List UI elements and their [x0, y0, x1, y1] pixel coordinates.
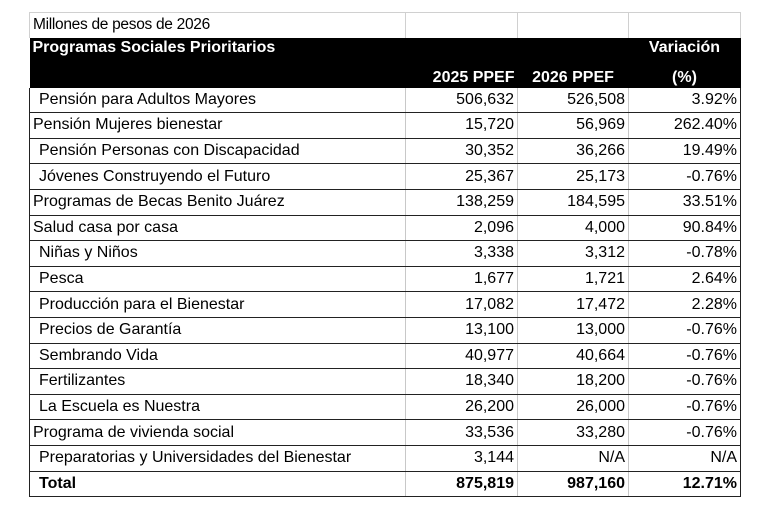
- header-variation-line1: Variación: [628, 37, 741, 63]
- table-row: Fertilizantes 18,340 18,200 -0.76%: [29, 368, 741, 395]
- value-2025: 2,096: [405, 215, 518, 242]
- header-program: Programas Sociales Prioritarios: [29, 37, 406, 63]
- empty-cell: [628, 11, 741, 38]
- value-2025: 506,632: [405, 87, 518, 114]
- units-label: Millones de pesos de 2026: [29, 11, 406, 38]
- value-2026: N/A: [517, 445, 629, 472]
- variation: 2.64%: [628, 266, 741, 293]
- table-row: Pesca 1,677 1,721 2.64%: [29, 266, 741, 293]
- table-row: Jóvenes Construyendo el Futuro 25,367 25,1…: [29, 163, 741, 190]
- total-variation: 12.71%: [628, 471, 741, 498]
- value-2026: 184,595: [517, 189, 629, 216]
- value-2026: 17,472: [517, 291, 629, 318]
- value-2026: 33,280: [517, 419, 629, 446]
- table-row: Programa de vivienda social 33,536 33,280-…: [29, 419, 741, 446]
- program-name: Preparatorias y Universidades del Bienes…: [29, 445, 406, 472]
- program-name: Pensión Mujeres bienestar: [29, 112, 406, 139]
- value-2026: 56,969: [517, 112, 629, 139]
- empty-cell: [517, 11, 629, 38]
- table-row: Sembrando Vida 40,977 40,664 -0.76%: [29, 343, 741, 370]
- value-2025: 1,677: [405, 266, 518, 293]
- table-row: Pensión Mujeres bienestar 15,720 56,969 262…: [29, 112, 741, 139]
- value-2025: 18,340: [405, 368, 518, 395]
- table-row: Pensión Personas con Discapacidad 30,352 3…: [29, 138, 741, 165]
- variation: -0.76%: [628, 317, 741, 344]
- program-name: Producción para el Bienestar: [29, 291, 406, 318]
- program-name: Fertilizantes: [29, 368, 406, 395]
- table-row: Pensión para Adultos Mayores 506,632 526,5…: [29, 87, 741, 114]
- value-2025: 13,100: [405, 317, 518, 344]
- value-2026: 1,721: [517, 266, 629, 293]
- value-2025: 17,082: [405, 291, 518, 318]
- table-row: Programas de Becas Benito Juárez 138,259 1…: [29, 189, 741, 216]
- table-row: Preparatorias y Universidades del Bienes…: [29, 445, 741, 472]
- program-name: Pesca: [29, 266, 406, 293]
- value-2025: 138,259: [405, 189, 518, 216]
- header-row: Programas Sociales Prioritarios Variació…: [29, 37, 741, 63]
- program-name: Pensión para Adultos Mayores: [29, 87, 406, 114]
- table-row: La Escuela es Nuestra 26,200 26,000 -0.76%: [29, 394, 741, 421]
- empty-cell: [517, 37, 629, 63]
- empty-cell: [405, 11, 518, 38]
- value-2026: 13,000: [517, 317, 629, 344]
- value-2026: 4,000: [517, 215, 629, 242]
- variation: 33.51%: [628, 189, 741, 216]
- variation: N/A: [628, 445, 741, 472]
- value-2025: 3,338: [405, 240, 518, 267]
- header-variation-line2: (%): [628, 62, 741, 88]
- variation: -0.76%: [628, 163, 741, 190]
- value-2025: 26,200: [405, 394, 518, 421]
- value-2025: 25,367: [405, 163, 518, 190]
- program-name: La Escuela es Nuestra: [29, 394, 406, 421]
- program-name: Programa de vivienda social: [29, 419, 406, 446]
- value-2025: 3,144: [405, 445, 518, 472]
- variation: -0.76%: [628, 419, 741, 446]
- social-programs-table: Millones de pesos de 2026 Programas Soci…: [29, 11, 741, 498]
- value-2025: 33,536: [405, 419, 518, 446]
- table-row: Producción para el Bienestar 17,082 17,472…: [29, 291, 741, 318]
- header-row-2: 2025 PPEF 2026 PPEF (%): [29, 62, 741, 88]
- value-2026: 36,266: [517, 138, 629, 165]
- value-2025: 40,977: [405, 343, 518, 370]
- program-name: Salud casa por casa: [29, 215, 406, 242]
- table-row: Precios de Garantía 13,100 13,000 -0.76%: [29, 317, 741, 344]
- variation: -0.78%: [628, 240, 741, 267]
- program-name: Pensión Personas con Discapacidad: [29, 138, 406, 165]
- units-row: Millones de pesos de 2026: [29, 11, 741, 38]
- program-name: Precios de Garantía: [29, 317, 406, 344]
- value-2025: 30,352: [405, 138, 518, 165]
- total-2026: 987,160: [517, 471, 629, 498]
- program-name: Programas de Becas Benito Juárez: [29, 189, 406, 216]
- program-name: Jóvenes Construyendo el Futuro: [29, 163, 406, 190]
- header-2026: 2026 PPEF: [517, 62, 629, 88]
- empty-cell: [29, 62, 406, 88]
- total-label: Total: [29, 471, 406, 498]
- value-2026: 18,200: [517, 368, 629, 395]
- variation: 3.92%: [628, 87, 741, 114]
- variation: -0.76%: [628, 343, 741, 370]
- program-name: Niñas y Niños: [29, 240, 406, 267]
- value-2026: 26,000: [517, 394, 629, 421]
- value-2025: 15,720: [405, 112, 518, 139]
- table-row: Niñas y Niños 3,338 3,312 -0.78%: [29, 240, 741, 267]
- header-2025: 2025 PPEF: [405, 62, 518, 88]
- value-2026: 3,312: [517, 240, 629, 267]
- total-2025: 875,819: [405, 471, 518, 498]
- variation: -0.76%: [628, 368, 741, 395]
- variation: 2.28%: [628, 291, 741, 318]
- program-name: Sembrando Vida: [29, 343, 406, 370]
- variation: -0.76%: [628, 394, 741, 421]
- value-2026: 25,173: [517, 163, 629, 190]
- variation: 19.49%: [628, 138, 741, 165]
- value-2026: 526,508: [517, 87, 629, 114]
- variation: 262.40%: [628, 112, 741, 139]
- empty-cell: [405, 37, 518, 63]
- table-row: Salud casa por casa 2,096 4,000 90.84%: [29, 215, 741, 242]
- value-2026: 40,664: [517, 343, 629, 370]
- total-row: Total 875,819 987,160 12.71%: [29, 471, 741, 498]
- variation: 90.84%: [628, 215, 741, 242]
